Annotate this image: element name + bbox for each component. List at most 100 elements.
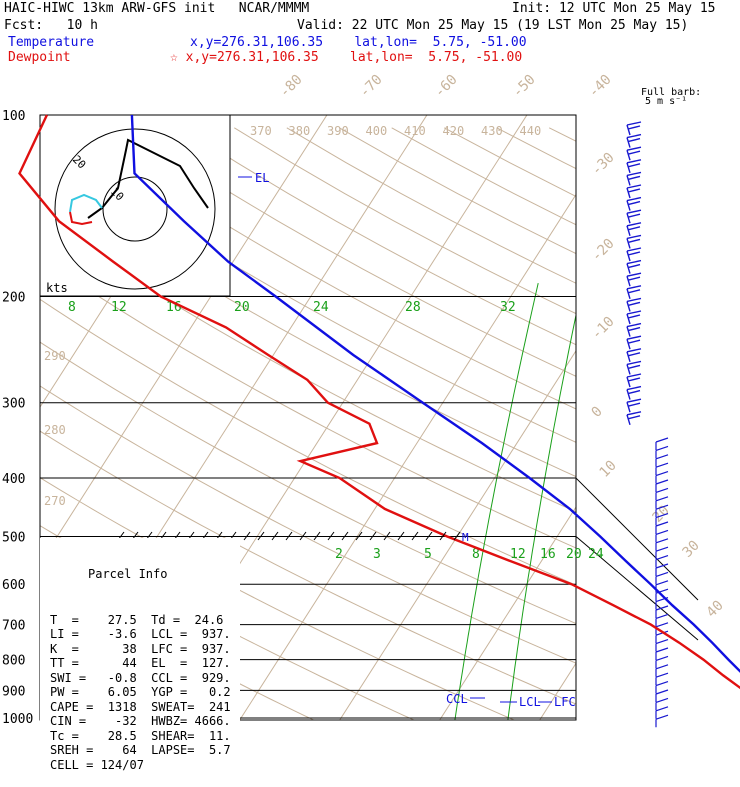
parcel-info-row: SWI = -0.8 CCL = 929. [50, 671, 240, 686]
el-label: EL [255, 171, 269, 185]
mixing-ratio-label: 32 [500, 300, 516, 315]
theta-label: 290 [44, 349, 66, 363]
dry-adiabat-line [602, 128, 740, 731]
pressure-label-1000: 1000 [2, 712, 33, 727]
wind-barb [627, 412, 641, 425]
hodograph-box [40, 115, 230, 296]
dry-adiabat-line [444, 128, 740, 731]
wind-barb [627, 210, 641, 223]
isotherm-label: 40 [704, 598, 727, 621]
wind-barb [627, 261, 641, 274]
wind-barb [627, 273, 641, 286]
isotherm-line [540, 75, 740, 720]
pressure-label-900: 900 [2, 684, 25, 699]
mixing-ratio-label: 8 [68, 300, 76, 315]
wind-barb [627, 311, 641, 324]
wind-barb [627, 298, 641, 311]
theta-label: 440 [520, 124, 542, 138]
parcel-info-row: T = 27.5 Td = 24.6 [50, 613, 240, 628]
theta-label: 380 [289, 124, 311, 138]
pressure-label-700: 700 [2, 619, 25, 634]
theta-label: 430 [481, 124, 503, 138]
wind-barb [627, 122, 641, 135]
barb-key-units: 5 m s⁻¹ [645, 96, 687, 107]
pressure-label-600: 600 [2, 578, 25, 593]
mixing-ratio-label: 24 [313, 300, 329, 315]
parcel-info-row: PW = 6.05 YGP = 0.2 [50, 685, 240, 700]
wind-barb [627, 248, 641, 261]
isotherm-label: 10 [597, 458, 620, 481]
theta-label: 410 [404, 124, 426, 138]
wind-barb [627, 374, 641, 387]
parcel-info-row: CELL = 124/07 [50, 758, 240, 773]
wind-barb [627, 361, 641, 374]
barb-bracket-top [576, 478, 698, 600]
pressure-label-100: 100 [2, 109, 25, 124]
theta-label: 390 [327, 124, 349, 138]
wind-barb [627, 185, 641, 198]
parcel-info-row: TT = 44 EL = 127. [50, 656, 240, 671]
hodograph-units: kts [46, 281, 68, 295]
dry-adiabat-line [392, 128, 740, 731]
dry-adiabat-line [497, 128, 740, 731]
pressure-label-200: 200 [2, 291, 25, 306]
parcel-info-row: SREH = 64 LAPSE= 5.7 [50, 743, 240, 758]
mixing-ratio-label: 2 [335, 547, 343, 562]
isotherm-line [240, 75, 653, 720]
isotherm-line [340, 75, 740, 720]
isotherm-label: -70 [357, 72, 386, 101]
wind-barb [627, 198, 641, 211]
wind-barb [627, 172, 641, 185]
dry-adiabat-line [339, 128, 740, 731]
isotherm-label: 0 [589, 404, 606, 421]
wind-barb [627, 135, 641, 148]
wind-barb [627, 324, 641, 337]
isotherm-line [640, 75, 740, 720]
mixing-ratio-label: 3 [373, 547, 381, 562]
wind-barb [627, 286, 641, 299]
isotherm-label: -50 [510, 72, 539, 101]
wind-barb [627, 336, 641, 349]
ccl-label: CCL [446, 692, 468, 706]
wind-barb [627, 387, 641, 400]
theta-label: 370 [250, 124, 272, 138]
theta-label: 270 [44, 494, 66, 508]
isotherm-label: -20 [589, 236, 618, 265]
parcel-info-row: LI = -3.6 LCL = 937. [50, 627, 240, 642]
mixing-ratio-line [707, 283, 740, 731]
isotherm-label: -30 [589, 150, 618, 179]
parcel-info-title: Parcel Info [40, 567, 240, 582]
mixing-ratio-label: 16 [540, 547, 556, 562]
mixing-ratio-label: 24 [588, 547, 604, 562]
theta-label: 420 [443, 124, 465, 138]
pressure-label-300: 300 [2, 397, 25, 412]
isotherm-label: -60 [432, 72, 461, 101]
mixing-ratio-label: 12 [111, 300, 127, 315]
theta-label: 400 [366, 124, 388, 138]
wind-barb [627, 349, 641, 362]
isotherm-label: 30 [680, 538, 703, 561]
wind-barb [627, 223, 641, 236]
lfc-label: LFC [554, 695, 576, 709]
pressure-label-800: 800 [2, 654, 25, 669]
mixing-ratio-label: 28 [405, 300, 421, 315]
mixing-ratio-label: 12 [510, 547, 526, 562]
wind-barb [627, 147, 641, 160]
melting-level-label: M [462, 531, 469, 544]
pressure-label-400: 400 [2, 472, 25, 487]
pressure-label-500: 500 [2, 530, 25, 545]
parcel-info-row: CIN = -32 HWBZ= 4666. [50, 714, 240, 729]
wind-barb [627, 160, 641, 173]
theta-label: 280 [44, 423, 66, 437]
parcel-info-row: K = 38 LFC = 937. [50, 642, 240, 657]
lcl-label: LCL [519, 695, 541, 709]
wind-barb [627, 399, 641, 412]
mixing-ratio-label: 20 [566, 547, 582, 562]
parcel-info-row: Tc = 28.5 SHEAR= 11. [50, 729, 240, 744]
dry-adiabat-line [287, 128, 740, 731]
isotherm-label: -40 [586, 72, 615, 101]
parcel-info-row: CAPE = 1318 SWEAT= 241 [50, 700, 240, 715]
isotherm-label: -10 [589, 314, 618, 343]
